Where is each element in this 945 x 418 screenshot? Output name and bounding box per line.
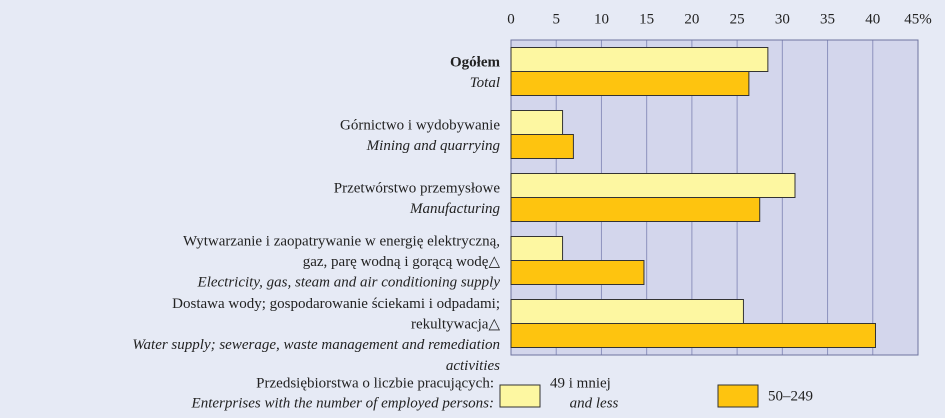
- category-label: Dostawa wody; gospodarowanie ściekami i …: [172, 296, 500, 312]
- x-tick-label: 25: [730, 11, 745, 27]
- bar: [510, 71, 750, 96]
- legend-label: 50–249: [768, 388, 813, 404]
- category-label: Wytwarzanie i zaopatrywanie w energię el…: [183, 233, 500, 249]
- category-label: Electricity, gas, steam and air conditio…: [197, 275, 501, 291]
- bar: [510, 299, 744, 324]
- category-label: Manufacturing: [409, 201, 500, 217]
- x-tick-label: 15: [639, 11, 654, 27]
- category-label: Ogółem: [450, 55, 500, 71]
- category-label: Przetwórstwo przemysłowe: [334, 181, 501, 197]
- category-label: gaz, parę wodną i gorącą wodę△: [303, 254, 501, 270]
- legend-label: and less: [570, 395, 619, 411]
- x-tick-label: 45%: [904, 11, 932, 27]
- category-label: Mining and quarrying: [366, 138, 501, 154]
- legend-title: Enterprises with the number of employed …: [191, 395, 494, 411]
- x-tick-label: 20: [684, 11, 699, 27]
- bar: [510, 323, 876, 348]
- bar: [510, 134, 574, 159]
- legend-swatch: [717, 384, 759, 408]
- bar: [510, 110, 564, 135]
- category-label: activities: [446, 358, 500, 374]
- category-label: Water supply; sewerage, waste management…: [132, 337, 500, 353]
- legend-title: Przedsiębiorstwa o liczbie pracujących:: [256, 375, 494, 391]
- x-tick-label: 30: [775, 11, 790, 27]
- bar: [510, 236, 564, 261]
- category-label: Górnictwo i wydobywanie: [340, 118, 500, 134]
- x-tick-label: 40: [865, 11, 880, 27]
- legend-label: 49 i mniej: [550, 375, 611, 391]
- bar: [510, 197, 761, 222]
- x-tick-label: 35: [820, 11, 835, 27]
- x-tick-label: 10: [594, 11, 609, 27]
- category-label: Total: [470, 75, 500, 91]
- x-tick-label: 5: [552, 11, 560, 27]
- legend-swatch: [499, 384, 541, 408]
- category-label: rekultywacja△: [411, 317, 500, 333]
- bar: [510, 47, 769, 72]
- x-tick-label: 0: [507, 11, 515, 27]
- bar: [510, 260, 645, 285]
- bar: [510, 173, 796, 198]
